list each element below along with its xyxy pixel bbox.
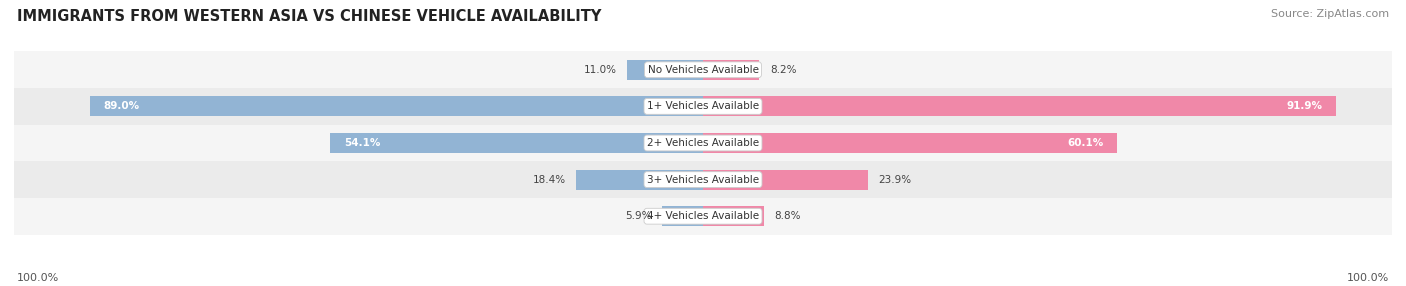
Text: Source: ZipAtlas.com: Source: ZipAtlas.com xyxy=(1271,9,1389,19)
Text: 60.1%: 60.1% xyxy=(1067,138,1104,148)
Bar xyxy=(703,60,759,80)
Bar xyxy=(14,88,1392,125)
Text: 91.9%: 91.9% xyxy=(1286,102,1323,111)
Text: 100.0%: 100.0% xyxy=(17,273,59,283)
Bar xyxy=(703,170,868,190)
Bar xyxy=(703,96,1336,116)
Text: 4+ Vehicles Available: 4+ Vehicles Available xyxy=(647,211,759,221)
Text: 1+ Vehicles Available: 1+ Vehicles Available xyxy=(647,102,759,111)
Text: 100.0%: 100.0% xyxy=(1347,273,1389,283)
Bar xyxy=(14,51,1392,88)
Text: 5.9%: 5.9% xyxy=(626,211,652,221)
Text: 11.0%: 11.0% xyxy=(583,65,617,75)
Bar xyxy=(662,206,703,226)
Bar xyxy=(90,96,703,116)
Text: 23.9%: 23.9% xyxy=(877,175,911,184)
Text: 8.2%: 8.2% xyxy=(770,65,796,75)
Text: 8.8%: 8.8% xyxy=(773,211,800,221)
Text: 18.4%: 18.4% xyxy=(533,175,565,184)
Bar xyxy=(330,133,703,153)
Bar xyxy=(14,161,1392,198)
Text: No Vehicles Available: No Vehicles Available xyxy=(648,65,758,75)
Text: 54.1%: 54.1% xyxy=(344,138,381,148)
Bar xyxy=(576,170,703,190)
Text: 2+ Vehicles Available: 2+ Vehicles Available xyxy=(647,138,759,148)
Text: IMMIGRANTS FROM WESTERN ASIA VS CHINESE VEHICLE AVAILABILITY: IMMIGRANTS FROM WESTERN ASIA VS CHINESE … xyxy=(17,9,602,23)
Bar xyxy=(14,198,1392,235)
Bar xyxy=(703,206,763,226)
Bar xyxy=(627,60,703,80)
Bar xyxy=(14,125,1392,161)
Bar xyxy=(703,133,1116,153)
Text: 89.0%: 89.0% xyxy=(104,102,139,111)
Text: 3+ Vehicles Available: 3+ Vehicles Available xyxy=(647,175,759,184)
